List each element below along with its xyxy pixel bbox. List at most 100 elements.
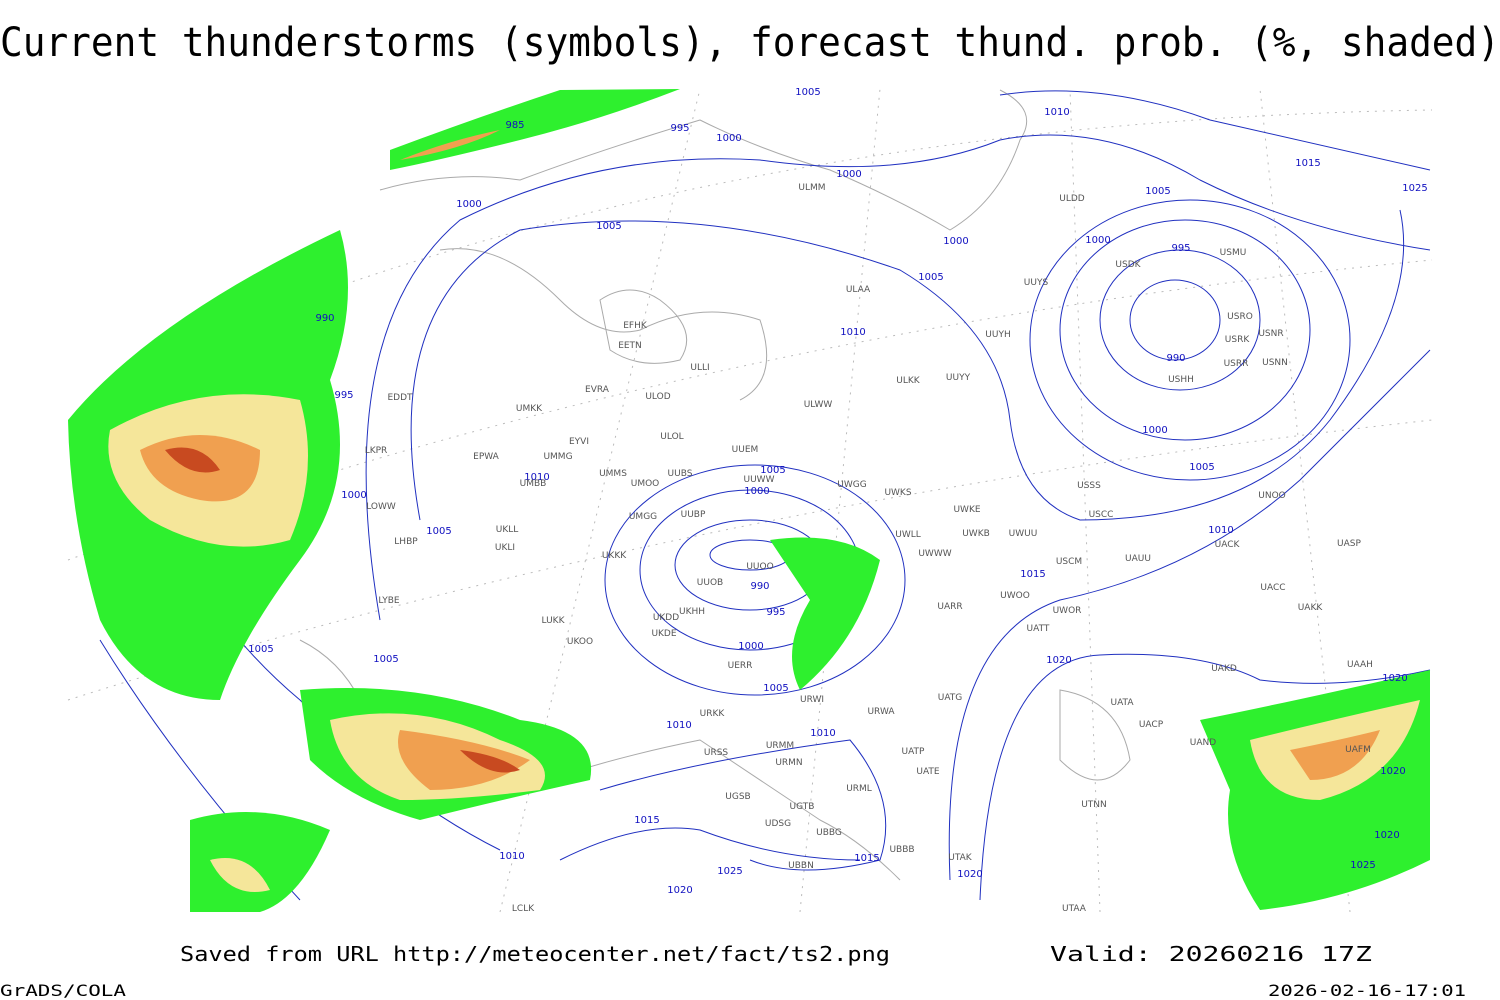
station-label: UDSG [765, 819, 791, 829]
isobar-label: 1025 [1402, 183, 1427, 194]
station-label: UUBP [681, 510, 706, 520]
isobar-label: 1005 [763, 683, 788, 694]
isobar-label: 1020 [1046, 655, 1071, 666]
station-label: UWKS [884, 488, 911, 498]
station-label: ULWW [804, 400, 833, 410]
station-label: UKKK [602, 551, 627, 561]
isobar-label: 1000 [341, 490, 366, 501]
station-label: UUWW [744, 475, 775, 485]
station-label: EFHK [623, 321, 648, 331]
valid-time: Valid: 20260216 17Z [1050, 942, 1372, 966]
isobar-label: 1010 [810, 728, 835, 739]
timestamp: 2026-02-16-17:01 [1268, 981, 1466, 1000]
map [67, 88, 1433, 913]
title: Current thunderstorms (symbols), forecas… [0, 20, 1500, 66]
station-label: UUYS [1024, 278, 1049, 288]
station-label: USDK [1115, 260, 1141, 270]
isobar-label: 990 [750, 581, 769, 592]
station-label: UBBG [816, 828, 842, 838]
isobar-label: 995 [670, 123, 689, 134]
station-label: URML [846, 784, 872, 794]
isobar-label: 1015 [1020, 569, 1045, 580]
station-label: UGSB [725, 792, 750, 802]
station-label: UWOR [1053, 606, 1082, 616]
station-label: UWLL [895, 530, 921, 540]
isobar-label: 1005 [1145, 186, 1170, 197]
isobar-label: 1020 [1374, 830, 1399, 841]
station-label: USRK [1225, 335, 1251, 345]
station-label: EYVI [569, 437, 589, 447]
station-label: UUEM [732, 445, 759, 455]
station-label: UTNN [1081, 800, 1107, 810]
isobar-label: 1005 [760, 465, 785, 476]
isobar-label: 1015 [854, 853, 879, 864]
isobar-label: 990 [1166, 353, 1185, 364]
station-label: UNOO [1258, 491, 1286, 501]
isobar-label: 995 [334, 390, 353, 401]
station-label: UKOO [567, 637, 593, 647]
station-label: UERR [728, 661, 753, 671]
station-label: UWKE [953, 505, 980, 515]
isobar-label: 1025 [1350, 860, 1375, 871]
station-label: LYBE [378, 596, 399, 606]
isobars [99, 90, 1431, 901]
station-label: UMMG [543, 452, 572, 462]
isobar-label: 1005 [426, 526, 451, 537]
isobar-label: 990 [315, 313, 334, 324]
station-label: UAUU [1125, 554, 1151, 564]
station-label: UACP [1139, 720, 1164, 730]
isobar-label: 995 [1171, 243, 1190, 254]
source-url: Saved from URL http://meteocenter.net/fa… [180, 942, 890, 966]
station-label: UUOB [697, 578, 723, 588]
station-label: UKDE [651, 629, 676, 639]
station-label: UWUU [1009, 529, 1038, 539]
station-label: USNR [1258, 329, 1283, 339]
station-label: UUBS [668, 469, 693, 479]
station-label: UATG [938, 693, 963, 703]
station-label: USNN [1262, 358, 1288, 368]
thunderstorm-probability [68, 89, 1430, 912]
isobar-label: 1015 [634, 815, 659, 826]
isobar-label: 1010 [524, 472, 549, 483]
station-label: UMOO [631, 479, 660, 489]
station-label: UGTB [790, 802, 815, 812]
station-label: UUYY [946, 373, 971, 383]
isobar-label: 1010 [499, 851, 524, 862]
isobar-label: 1005 [795, 87, 820, 98]
station-label: ULMM [798, 183, 825, 193]
station-label: UATE [916, 767, 940, 777]
station-labels: ULMM ULDD UUYS ULAA UUYH USDK USMU USRO USRK USNR… [365, 183, 1373, 914]
software: GrADS/COLA [0, 981, 126, 1000]
station-label: URMM [766, 741, 794, 751]
station-label: UAKK [1298, 603, 1324, 613]
isobar-label: 1020 [1380, 766, 1405, 777]
station-label: UAAH [1347, 660, 1373, 670]
isobar-label: 985 [505, 120, 524, 131]
station-label: USCM [1056, 557, 1082, 567]
station-label: UWOO [1000, 591, 1030, 601]
station-label: UARR [937, 602, 962, 612]
station-label: USHH [1168, 375, 1194, 385]
isobar-label: 1005 [248, 644, 273, 655]
station-label: UUOO [746, 562, 773, 572]
station-label: UKDD [653, 613, 679, 623]
isobar-label: 1000 [716, 133, 741, 144]
station-label: LCLK [512, 904, 535, 914]
isobar-label: 995 [766, 607, 785, 618]
station-label: LHBP [394, 537, 418, 547]
station-label: ULKK [896, 376, 921, 386]
station-label: USRR [1224, 359, 1249, 369]
station-label: ULOD [645, 392, 670, 402]
station-label: URMN [775, 758, 802, 768]
station-label: ULDD [1059, 194, 1085, 204]
station-label: URKK [700, 709, 726, 719]
isobar-label: 1020 [667, 885, 692, 896]
station-label: LUKK [542, 616, 566, 626]
station-label: UTAA [1062, 904, 1087, 914]
isobar-label: 1000 [1142, 425, 1167, 436]
station-label: UKLI [495, 543, 515, 553]
isobar-label: 1005 [1189, 462, 1214, 473]
isobar-label: 1000 [943, 236, 968, 247]
isobar-label: 1000 [456, 199, 481, 210]
